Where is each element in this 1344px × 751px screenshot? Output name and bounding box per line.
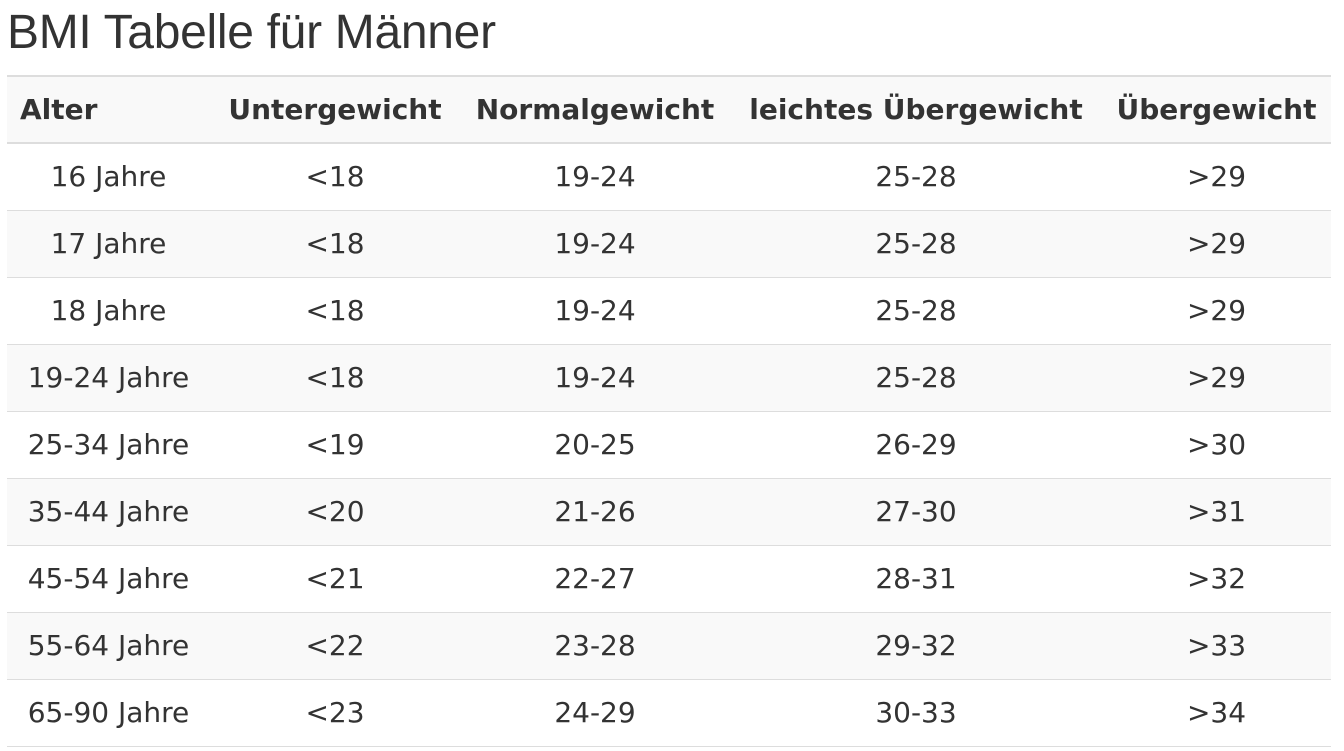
page-title: BMI Tabelle für Männer (7, 6, 496, 59)
cell-uebergewicht: >34 (1102, 679, 1331, 747)
cell-leichtes-uebergewicht: 26-29 (730, 411, 1102, 479)
cell-normalgewicht: 19-24 (460, 143, 730, 211)
header-leichtes-uebergewicht: leichtes Übergewicht (730, 75, 1102, 144)
cell-normalgewicht: 19-24 (460, 277, 730, 345)
cell-alter: 55-64 Jahre (7, 612, 210, 680)
bmi-table: Alter Untergewicht Normalgewicht leichte… (7, 75, 1331, 747)
cell-uebergewicht: >29 (1102, 210, 1331, 278)
table-body: 16 Jahre <18 19-24 25-28 >29 17 Jahre <18 19-24… (7, 143, 1331, 747)
table-row: 65-90 Jahre <23 24-29 30-33 >34 (7, 679, 1331, 747)
cell-normalgewicht: 24-29 (460, 679, 730, 747)
cell-uebergewicht: >32 (1102, 545, 1331, 613)
cell-leichtes-uebergewicht: 25-28 (730, 143, 1102, 211)
cell-untergewicht: <18 (210, 344, 460, 412)
cell-alter: 35-44 Jahre (7, 478, 210, 546)
cell-alter: 19-24 Jahre (7, 344, 210, 412)
cell-leichtes-uebergewicht: 30-33 (730, 679, 1102, 747)
table-row: 16 Jahre <18 19-24 25-28 >29 (7, 143, 1331, 211)
cell-untergewicht: <19 (210, 411, 460, 479)
cell-leichtes-uebergewicht: 27-30 (730, 478, 1102, 546)
cell-leichtes-uebergewicht: 25-28 (730, 210, 1102, 278)
header-row: Alter Untergewicht Normalgewicht leichte… (7, 75, 1331, 144)
table-row: 35-44 Jahre <20 21-26 27-30 >31 (7, 478, 1331, 546)
cell-uebergewicht: >31 (1102, 478, 1331, 546)
cell-leichtes-uebergewicht: 25-28 (730, 277, 1102, 345)
cell-untergewicht: <18 (210, 210, 460, 278)
cell-untergewicht: <22 (210, 612, 460, 680)
cell-alter: 45-54 Jahre (7, 545, 210, 613)
cell-untergewicht: <18 (210, 143, 460, 211)
header-untergewicht: Untergewicht (210, 75, 460, 144)
cell-untergewicht: <20 (210, 478, 460, 546)
cell-normalgewicht: 21-26 (460, 478, 730, 546)
table-row: 55-64 Jahre <22 23-28 29-32 >33 (7, 612, 1331, 680)
cell-normalgewicht: 22-27 (460, 545, 730, 613)
cell-alter: 16 Jahre (7, 143, 210, 211)
cell-leichtes-uebergewicht: 28-31 (730, 545, 1102, 613)
table-row: 17 Jahre <18 19-24 25-28 >29 (7, 210, 1331, 278)
cell-uebergewicht: >33 (1102, 612, 1331, 680)
header-alter: Alter (7, 75, 210, 144)
table-header: Alter Untergewicht Normalgewicht leichte… (7, 75, 1331, 144)
table-row: 45-54 Jahre <21 22-27 28-31 >32 (7, 545, 1331, 613)
cell-alter: 17 Jahre (7, 210, 210, 278)
table-row: 19-24 Jahre <18 19-24 25-28 >29 (7, 344, 1331, 412)
cell-normalgewicht: 20-25 (460, 411, 730, 479)
cell-alter: 25-34 Jahre (7, 411, 210, 479)
cell-leichtes-uebergewicht: 29-32 (730, 612, 1102, 680)
cell-normalgewicht: 19-24 (460, 344, 730, 412)
cell-alter: 65-90 Jahre (7, 679, 210, 747)
cell-uebergewicht: >29 (1102, 143, 1331, 211)
cell-untergewicht: <18 (210, 277, 460, 345)
table-row: 18 Jahre <18 19-24 25-28 >29 (7, 277, 1331, 345)
cell-normalgewicht: 23-28 (460, 612, 730, 680)
header-uebergewicht: Übergewicht (1102, 75, 1331, 144)
cell-normalgewicht: 19-24 (460, 210, 730, 278)
header-normalgewicht: Normalgewicht (460, 75, 730, 144)
table-row: 25-34 Jahre <19 20-25 26-29 >30 (7, 411, 1331, 479)
cell-untergewicht: <21 (210, 545, 460, 613)
cell-alter: 18 Jahre (7, 277, 210, 345)
cell-uebergewicht: >30 (1102, 411, 1331, 479)
cell-untergewicht: <23 (210, 679, 460, 747)
cell-uebergewicht: >29 (1102, 277, 1331, 345)
cell-uebergewicht: >29 (1102, 344, 1331, 412)
cell-leichtes-uebergewicht: 25-28 (730, 344, 1102, 412)
